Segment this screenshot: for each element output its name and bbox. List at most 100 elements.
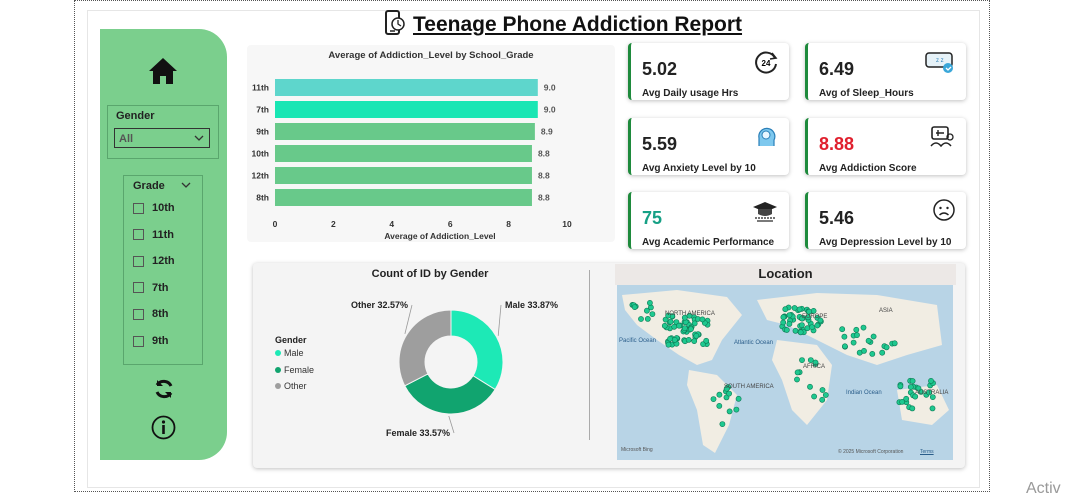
bar-value-label: 8.9: [541, 127, 553, 137]
map-header: [615, 264, 956, 285]
legend-swatch: [275, 383, 281, 389]
map-title: Location: [758, 266, 813, 281]
location-marker: [891, 340, 898, 347]
location-marker: [665, 312, 672, 319]
location-marker: [691, 320, 698, 327]
clock-24-icon: 24: [753, 49, 779, 80]
grade-option-9th[interactable]: 9th: [133, 335, 169, 347]
kpi-label: Avg Addiction Score: [819, 163, 917, 174]
kpi-card: 6.49 Avg of Sleep_Hours z z: [805, 43, 966, 100]
location-marker: [716, 391, 723, 398]
checkbox[interactable]: [133, 202, 144, 214]
location-marker: [783, 327, 790, 333]
grade-option-7th[interactable]: 7th: [133, 282, 169, 294]
kpi-card: 75 Avg Academic Performance: [628, 192, 789, 249]
location-marker: [807, 383, 813, 390]
sidebar: [100, 29, 227, 460]
location-marker: [912, 393, 919, 400]
location-marker: [693, 333, 700, 339]
location-marker: [685, 337, 692, 343]
location-marker: [671, 323, 678, 330]
info-icon[interactable]: [151, 415, 176, 445]
location-marker: [699, 316, 706, 323]
sleep-icon: z z: [924, 49, 956, 80]
slice-leader-line: [497, 304, 502, 336]
kpi-label: Avg Anxiety Level by 10: [642, 163, 756, 174]
kpi-value: 5.59: [642, 134, 678, 154]
bar-value-label: 8.8: [538, 149, 550, 159]
location-marker: [807, 357, 814, 363]
location-marker: [649, 311, 656, 317]
map-terms-link[interactable]: Terms: [920, 449, 934, 455]
location-marker: [883, 344, 890, 351]
kpi-value: 6.49: [819, 59, 855, 79]
slice-leader-line: [448, 415, 455, 434]
location-marker: [799, 357, 805, 363]
legend-swatch: [275, 366, 281, 373]
head-brain-icon: [753, 124, 779, 155]
location-marker: [631, 304, 638, 310]
checkbox[interactable]: [133, 282, 144, 294]
grade-option-label: 11th: [152, 228, 175, 241]
report-frame: [74, 0, 990, 492]
x-tick-label: 8: [506, 219, 511, 229]
slice-label: Male 33.87%: [505, 300, 558, 310]
home-icon[interactable]: [147, 56, 179, 91]
location-marker: [853, 326, 860, 333]
location-marker: [860, 324, 867, 331]
x-tick-label: 0: [273, 219, 278, 229]
grade-option-8th[interactable]: 8th: [133, 308, 169, 320]
location-marker: [794, 369, 801, 376]
sad-face-icon: [932, 198, 956, 227]
kpi-label: Avg Academic Performance: [642, 237, 775, 248]
location-marker: [782, 306, 789, 313]
legend-item-female[interactable]: Female: [275, 365, 314, 375]
grade-option-10th[interactable]: 10th: [133, 202, 175, 214]
chevron-down-icon[interactable]: [180, 178, 192, 196]
location-marker: [681, 325, 688, 332]
donut-chart-title: Count of ID by Gender: [371, 268, 489, 280]
legend-label: Other: [284, 381, 307, 391]
location-marker: [780, 319, 787, 326]
x-tick-label: 4: [389, 219, 394, 229]
checkbox[interactable]: [133, 335, 144, 347]
location-marker: [798, 322, 805, 328]
bar-value-label: 8.8: [538, 193, 550, 203]
checkbox[interactable]: [133, 308, 144, 320]
location-marker: [710, 396, 717, 402]
location-marker: [676, 322, 682, 329]
kpi-card: 5.02 Avg Daily usage Hrs 24: [628, 43, 789, 100]
location-marker: [806, 308, 812, 315]
donut-slice-other: [398, 309, 452, 387]
bar-category-label: 10th: [252, 149, 269, 159]
legend-item-other[interactable]: Other: [275, 381, 307, 391]
chevron-down-icon: [193, 131, 205, 149]
panel-divider: [589, 270, 590, 440]
location-marker: [647, 299, 653, 306]
legend-item-male[interactable]: Male: [275, 348, 304, 358]
refresh-icon[interactable]: [153, 378, 175, 405]
addiction-icon: [928, 124, 956, 155]
grade-option-12th[interactable]: 12th: [133, 255, 175, 267]
location-marker: [817, 317, 824, 324]
location-marker: [726, 408, 733, 415]
location-marker: [691, 338, 698, 344]
location-marker: [899, 399, 905, 405]
location-marker: [909, 378, 916, 384]
gender-dropdown[interactable]: All: [114, 128, 210, 148]
slice-leader-line: [404, 304, 413, 334]
checkbox[interactable]: [133, 255, 144, 267]
bar-8th: [275, 189, 532, 206]
gender-filter-label: Gender: [116, 110, 155, 122]
location-map[interactable]: NORTH AMERICA EUROPE ASIA AFRICA SOUTH A…: [617, 285, 953, 460]
map-label-asia: ASIA: [879, 308, 893, 314]
grade-option-label: 10th: [152, 202, 175, 214]
legend-swatch: [275, 350, 281, 356]
svg-text:24: 24: [762, 59, 771, 68]
location-marker: [822, 392, 829, 398]
grade-option-11th[interactable]: 11th: [133, 229, 174, 241]
checkbox[interactable]: [133, 229, 144, 241]
svg-text:z z: z z: [936, 58, 944, 64]
page-title: Teenage Phone Addiction Report: [413, 13, 743, 36]
bar-value-label: 9.0: [544, 105, 556, 115]
